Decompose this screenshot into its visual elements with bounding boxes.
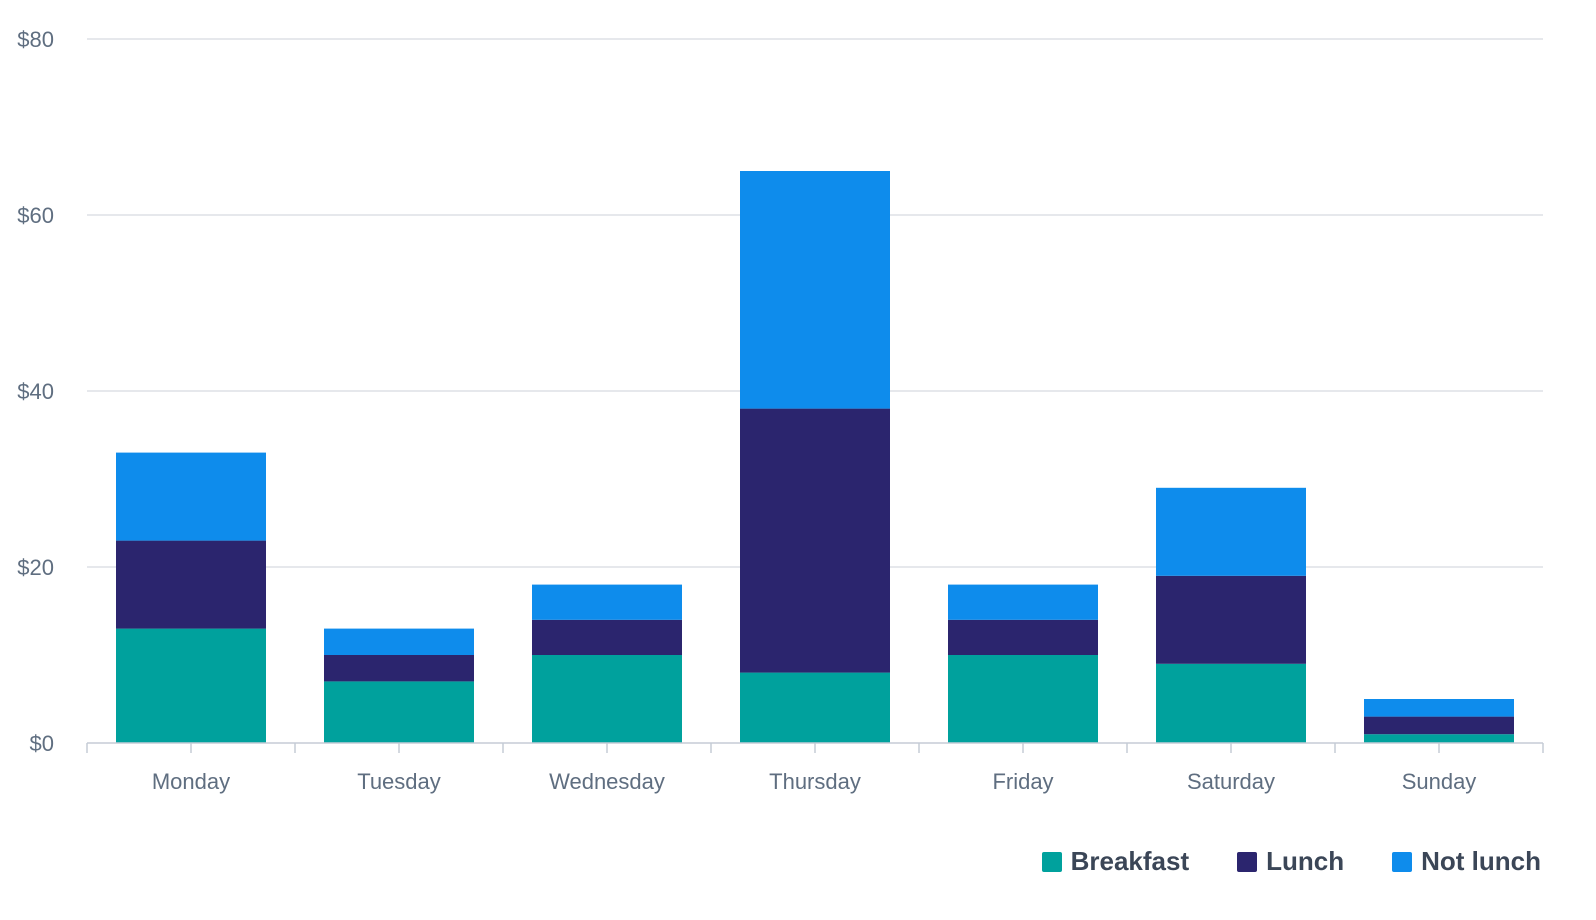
bar-not-lunch-friday[interactable]	[948, 584, 1098, 620]
x-tick-label: Friday	[992, 769, 1053, 794]
bar-breakfast-sunday[interactable]	[1364, 734, 1514, 743]
legend-swatch	[1392, 851, 1413, 872]
bar-breakfast-wednesday[interactable]	[532, 655, 682, 743]
bar-lunch-sunday[interactable]	[1364, 716, 1514, 735]
y-tick-label: $80	[17, 27, 54, 52]
y-tick-label: $40	[17, 379, 54, 404]
x-tick-label: Saturday	[1187, 769, 1275, 794]
y-tick-label: $20	[17, 555, 54, 580]
x-axis: Monday Tuesday Wednesday Thursday Friday Satu…	[86, 742, 1544, 794]
bar-breakfast-tuesday[interactable]	[324, 681, 474, 743]
bar-lunch-monday[interactable]	[116, 540, 266, 629]
bar-not-lunch-tuesday[interactable]	[324, 628, 474, 655]
x-tick-label: Tuesday	[357, 769, 441, 794]
y-tick-label: $0	[30, 731, 54, 756]
bar-not-lunch-sunday[interactable]	[1364, 699, 1514, 717]
legend-item-not-lunch[interactable]: Not lunch	[1392, 846, 1541, 877]
bar-not-lunch-thursday[interactable]	[740, 171, 890, 409]
bar-breakfast-friday[interactable]	[948, 655, 1098, 743]
x-tick-label: Sunday	[1402, 769, 1477, 794]
legend-label: Breakfast	[1070, 846, 1190, 876]
bar-not-lunch-saturday[interactable]	[1156, 487, 1306, 576]
bar-breakfast-thursday[interactable]	[740, 672, 890, 743]
x-tick-label: Thursday	[769, 769, 861, 794]
bar-lunch-friday[interactable]	[948, 619, 1098, 655]
legend-swatch	[1237, 851, 1258, 872]
bar-breakfast-saturday[interactable]	[1156, 663, 1306, 743]
bar-not-lunch-wednesday[interactable]	[532, 584, 682, 620]
bar-lunch-tuesday[interactable]	[324, 655, 474, 682]
y-tick-label: $60	[17, 203, 54, 228]
y-axis: $0 $20 $40 $60 $80	[17, 27, 54, 756]
bar-lunch-saturday[interactable]	[1156, 575, 1306, 664]
bars	[116, 171, 1514, 743]
legend-item-lunch[interactable]: Lunch	[1237, 846, 1344, 877]
bar-lunch-thursday[interactable]	[740, 408, 890, 673]
bar-not-lunch-monday[interactable]	[116, 452, 266, 541]
x-tick-label: Monday	[152, 769, 230, 794]
legend-label: Not lunch	[1421, 846, 1541, 876]
x-tick-label: Wednesday	[549, 769, 665, 794]
legend-label: Lunch	[1266, 846, 1345, 876]
legend-swatch	[1041, 851, 1062, 872]
bar-lunch-wednesday[interactable]	[532, 619, 682, 655]
legend: Breakfast Lunch Not lunch	[1041, 846, 1541, 877]
legend-item-breakfast[interactable]: Breakfast	[1041, 846, 1190, 877]
bar-breakfast-monday[interactable]	[116, 628, 266, 743]
